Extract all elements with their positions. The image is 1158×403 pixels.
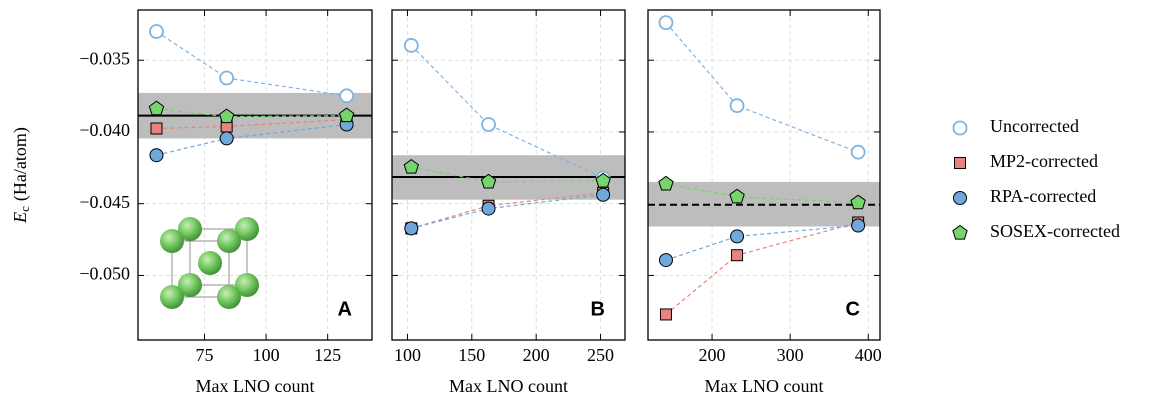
marker xyxy=(219,131,234,146)
legend-label: Uncorrected xyxy=(990,116,1079,136)
x-axis-label: Max LNO count xyxy=(705,376,824,396)
y-axis-label: Ec (Ha/atom) xyxy=(10,127,32,224)
plot-layer: −0.035 −0.040 −0.045 −0.050 75 100 125 A Max LNO… xyxy=(10,9,882,396)
y-label-part: E xyxy=(10,212,30,224)
legend-marker xyxy=(953,191,967,205)
legend-marker xyxy=(954,157,966,169)
axes-frame xyxy=(647,9,881,341)
series-line xyxy=(156,31,347,97)
panel-label: C xyxy=(846,298,860,320)
x-tick-label: 300 xyxy=(777,345,804,365)
series-line xyxy=(665,224,859,261)
marker xyxy=(729,98,745,114)
marker xyxy=(480,173,497,189)
legend-label: SOSEX-corrected xyxy=(990,221,1120,241)
x-axis-label: Max LNO count xyxy=(196,376,315,396)
marker xyxy=(658,175,674,191)
series-line xyxy=(411,194,604,229)
y-label-part: (Ha/atom) xyxy=(10,127,31,201)
series-line xyxy=(665,22,859,153)
marker xyxy=(338,107,355,123)
x-tick-label: 200 xyxy=(699,345,726,365)
x-tick-label: 200 xyxy=(523,345,550,365)
x-tick-label: 100 xyxy=(253,345,280,365)
marker xyxy=(148,100,165,116)
marker xyxy=(403,158,420,174)
legend-marker xyxy=(952,224,968,240)
legend-marker xyxy=(952,120,968,136)
marker xyxy=(149,24,164,39)
marker xyxy=(659,308,672,321)
marker xyxy=(850,144,866,160)
marker xyxy=(339,88,355,104)
legend-label: RPA-corrected xyxy=(990,186,1096,206)
marker xyxy=(731,249,744,262)
marker xyxy=(404,221,419,236)
x-tick-label: 75 xyxy=(196,345,214,365)
marker xyxy=(403,38,419,53)
panel-label: B xyxy=(591,298,605,320)
x-axis-label: Max LNO count xyxy=(449,376,568,396)
marker xyxy=(730,229,745,244)
y-tick-label: −0.040 xyxy=(79,120,130,140)
x-tick-label: 400 xyxy=(855,345,882,365)
marker xyxy=(150,122,163,135)
marker xyxy=(149,148,164,163)
y-tick-label: −0.045 xyxy=(79,192,130,212)
marker xyxy=(481,201,496,216)
y-tick-label: −0.035 xyxy=(79,48,130,68)
crystal-inset xyxy=(160,217,259,309)
axes-frame xyxy=(137,9,373,341)
panel-label: A xyxy=(338,298,352,320)
axes-frame xyxy=(391,9,626,341)
marker xyxy=(658,15,674,31)
legend: Uncorrected MP2-corrected RPA-corrected SOS… xyxy=(952,116,1120,241)
marker xyxy=(729,188,745,204)
marker xyxy=(596,187,611,202)
marker xyxy=(218,108,235,124)
marker xyxy=(595,172,611,188)
x-tick-label: 125 xyxy=(314,345,341,365)
x-tick-label: 250 xyxy=(587,345,614,365)
series-line xyxy=(665,221,859,315)
y-label-part: c xyxy=(17,206,32,212)
marker xyxy=(481,117,496,132)
series-line xyxy=(410,45,604,179)
x-tick-label: 100 xyxy=(394,345,421,365)
marker xyxy=(658,253,673,268)
y-tick-label: −0.050 xyxy=(79,264,130,284)
marker xyxy=(219,70,235,86)
legend-label: MP2-corrected xyxy=(990,151,1098,171)
marker xyxy=(850,194,866,210)
marker xyxy=(851,218,866,233)
x-tick-label: 150 xyxy=(458,345,485,365)
